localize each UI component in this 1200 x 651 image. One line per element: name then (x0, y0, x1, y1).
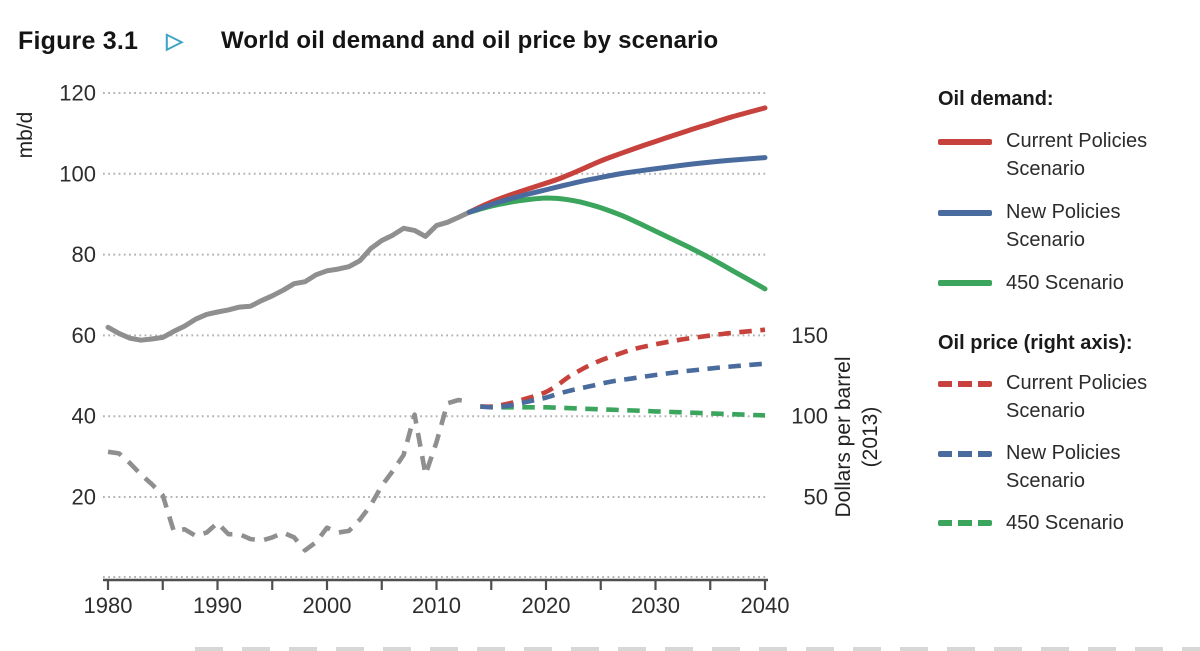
svg-text:100: 100 (791, 404, 828, 429)
legend-swatch-price-cps (938, 381, 992, 387)
legend-swatch-demand-cps (938, 139, 992, 145)
legend-demand-header: Oil demand: (938, 88, 1054, 110)
legend-label-price-cps: Current Policies Scenario (1006, 372, 1148, 422)
legend-label-demand-nps: New Policies Scenario (1006, 201, 1121, 251)
figure-title: World oil demand and oil price by scenar… (221, 27, 719, 54)
figure-number: Figure 3.1 (18, 26, 139, 55)
legend-price-header: Oil price (right axis): (938, 332, 1133, 354)
legend-swatch-demand-450 (938, 280, 992, 286)
svg-text:40: 40 (72, 404, 96, 429)
right-axis-title-line1: Dollars per barrel (832, 356, 855, 518)
legend-swatch-price-450 (938, 520, 992, 526)
right-axis-title: Dollars per barrel (2013) (830, 327, 886, 547)
triangle-right-icon: ▷ (166, 28, 184, 53)
legend-label-demand-450: 450 Scenario (1006, 272, 1124, 294)
figure-header: Figure 3.1 ▷ World oil demand and oil pr… (18, 24, 1178, 58)
svg-text:50: 50 (804, 485, 828, 510)
svg-text:1980: 1980 (84, 593, 133, 618)
svg-text:20: 20 (72, 485, 96, 510)
svg-text:2020: 2020 (522, 593, 571, 618)
svg-text:2030: 2030 (631, 593, 680, 618)
legend-label-price-nps: New Policies Scenario (1006, 442, 1121, 492)
right-axis-title-line2: (2013) (859, 406, 882, 468)
svg-text:2010: 2010 (412, 593, 461, 618)
svg-text:1990: 1990 (193, 593, 242, 618)
svg-text:2040: 2040 (741, 593, 790, 618)
svg-text:80: 80 (72, 242, 96, 267)
svg-text:120: 120 (59, 81, 96, 106)
svg-text:100: 100 (59, 161, 96, 186)
legend-swatch-demand-nps (938, 210, 992, 216)
bottom-cutoff-dashes (195, 647, 1200, 651)
svg-text:150: 150 (791, 323, 828, 348)
legend-label-demand-cps: Current Policies Scenario (1006, 130, 1148, 180)
svg-text:60: 60 (72, 323, 96, 348)
svg-text:2000: 2000 (303, 593, 352, 618)
left-axis-title: mb/d (14, 111, 37, 159)
legend-swatch-price-nps (938, 451, 992, 457)
legend-label-price-450: 450 Scenario (1006, 512, 1124, 534)
